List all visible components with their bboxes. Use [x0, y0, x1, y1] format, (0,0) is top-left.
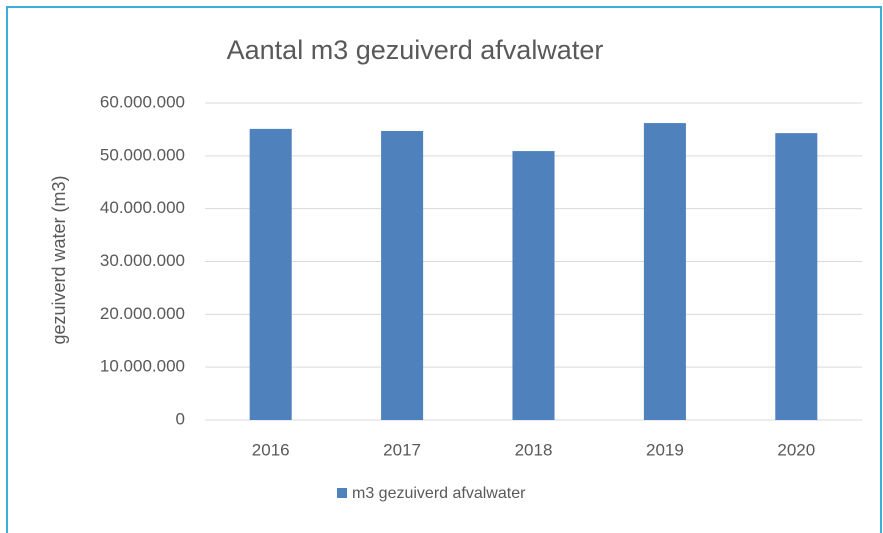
y-tick-label: 60.000.000: [100, 92, 185, 111]
y-tick-label: 40.000.000: [100, 198, 185, 217]
bar: [381, 131, 424, 421]
y-tick-label: 20.000.000: [100, 304, 185, 323]
x-tick-label: 2018: [515, 440, 553, 459]
bar: [512, 151, 555, 420]
bar: [249, 128, 292, 420]
chart-title: Aantal m3 gezuiverd afvalwater: [227, 35, 604, 65]
y-tick-label: 0: [176, 409, 185, 428]
legend-label: m3 gezuiverd afvalwater: [352, 485, 526, 502]
y-tick-label: 50.000.000: [100, 145, 185, 164]
y-tick-label: 30.000.000: [100, 251, 185, 270]
bar: [775, 133, 818, 421]
x-tick-label: 2019: [646, 440, 684, 459]
bar: [643, 123, 686, 421]
x-tick-label: 2017: [383, 440, 421, 459]
frame: [6, 6, 882, 533]
legend-swatch: [337, 488, 347, 498]
y-tick-label: 10.000.000: [100, 357, 185, 376]
y-axis-label: gezuiverd water (m3): [49, 175, 69, 344]
x-tick-label: 2016: [252, 440, 290, 459]
x-tick-label: 2020: [777, 440, 815, 459]
